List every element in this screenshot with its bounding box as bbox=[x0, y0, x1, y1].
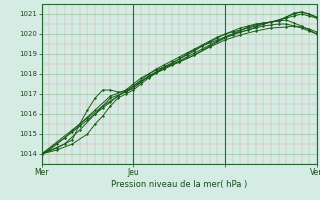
X-axis label: Pression niveau de la mer( hPa ): Pression niveau de la mer( hPa ) bbox=[111, 180, 247, 189]
